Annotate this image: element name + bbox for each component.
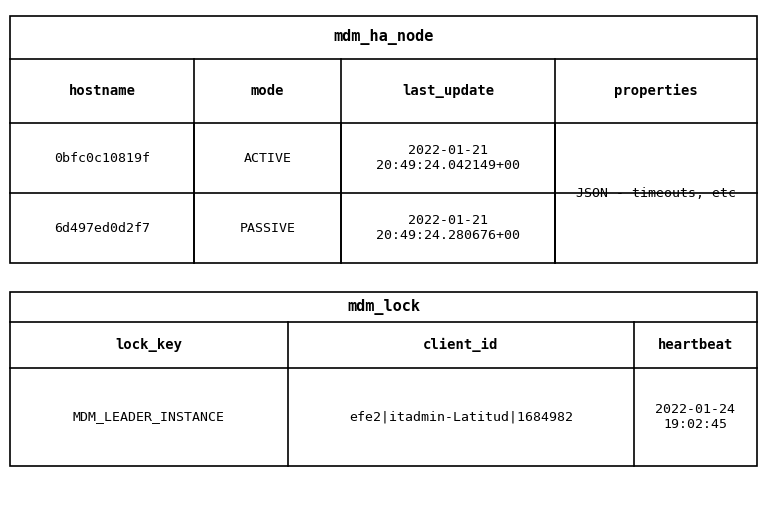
Text: hostname: hostname <box>69 84 136 98</box>
Text: mode: mode <box>251 84 285 98</box>
Text: MDM_LEADER_INSTANCE: MDM_LEADER_INSTANCE <box>73 410 225 423</box>
Text: client_id: client_id <box>423 338 499 352</box>
Text: ACTIVE: ACTIVE <box>244 152 291 165</box>
Bar <box>10 292 757 466</box>
Text: 2022-01-21
20:49:24.042149+00: 2022-01-21 20:49:24.042149+00 <box>376 144 520 172</box>
Text: mdm_lock: mdm_lock <box>347 299 420 315</box>
Text: 6d497ed0d2f7: 6d497ed0d2f7 <box>54 222 150 234</box>
Text: 0bfc0c10819f: 0bfc0c10819f <box>54 152 150 165</box>
Text: PASSIVE: PASSIVE <box>240 222 296 234</box>
Text: mdm_ha_node: mdm_ha_node <box>334 30 433 45</box>
Text: 2022-01-21
20:49:24.280676+00: 2022-01-21 20:49:24.280676+00 <box>376 214 520 242</box>
Text: JSON - timeouts, etc: JSON - timeouts, etc <box>576 186 736 200</box>
Text: lock_key: lock_key <box>115 338 183 352</box>
Text: properties: properties <box>614 84 698 98</box>
Text: 2022-01-24
19:02:45: 2022-01-24 19:02:45 <box>655 403 736 431</box>
Text: last_update: last_update <box>402 84 494 98</box>
Bar <box>10 16 757 263</box>
Text: heartbeat: heartbeat <box>658 338 733 352</box>
Text: efe2|itadmin-Latitud|1684982: efe2|itadmin-Latitud|1684982 <box>349 410 573 423</box>
